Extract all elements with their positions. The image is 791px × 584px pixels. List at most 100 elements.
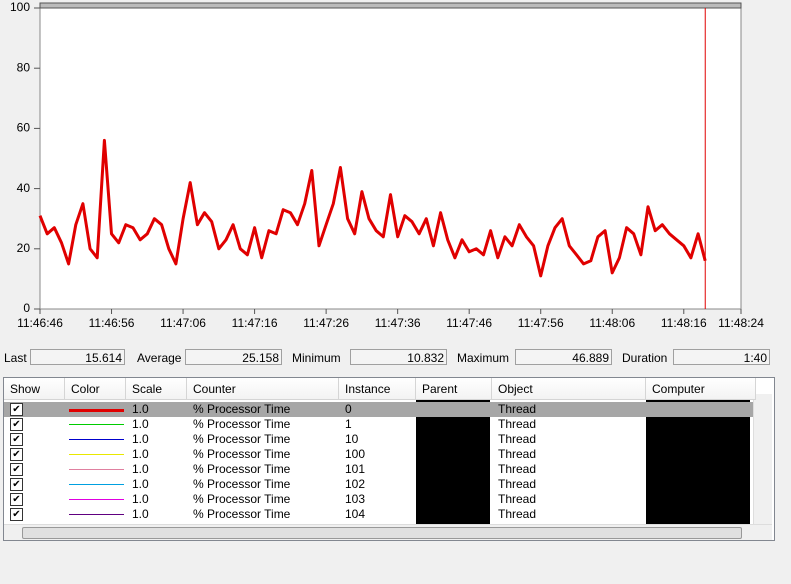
y-tick-label: 100 bbox=[10, 0, 30, 14]
instance: 103 bbox=[345, 492, 366, 506]
time-bar bbox=[39, 2, 742, 9]
column-header[interactable]: Computer bbox=[646, 378, 756, 400]
object: Thread bbox=[498, 477, 537, 491]
stat-value: 25.158 bbox=[185, 349, 282, 365]
object: Thread bbox=[498, 462, 537, 476]
scale: 1.0 bbox=[132, 447, 149, 461]
counter-table: Show Color Scale Counter Instance Parent Objec… bbox=[3, 377, 775, 541]
x-tick-label: 11:48:24 bbox=[718, 316, 764, 330]
counter: % Processor Time bbox=[193, 402, 291, 416]
stat-value: 10.832 bbox=[350, 349, 447, 365]
instance: 10 bbox=[345, 432, 359, 446]
column-header[interactable]: Counter bbox=[187, 378, 339, 400]
x-tick-label: 11:46:46 bbox=[17, 316, 63, 330]
counter-row[interactable]: ✔ 1.0 % Processor Time 102 Thread bbox=[4, 477, 753, 492]
h-scrollbar[interactable] bbox=[4, 524, 772, 540]
scroll-thumb[interactable] bbox=[22, 527, 742, 539]
stat-value: 46.889 bbox=[515, 349, 612, 365]
show-checkbox[interactable]: ✔ bbox=[10, 403, 23, 416]
show-checkbox[interactable]: ✔ bbox=[10, 463, 23, 476]
scale: 1.0 bbox=[132, 417, 149, 431]
show-checkbox[interactable]: ✔ bbox=[10, 493, 23, 506]
counter: % Processor Time bbox=[193, 417, 291, 431]
scale: 1.0 bbox=[132, 492, 149, 506]
y-tick-label: 20 bbox=[17, 241, 31, 255]
stat-label: Minimum bbox=[292, 351, 341, 365]
show-checkbox[interactable]: ✔ bbox=[10, 448, 23, 461]
column-header[interactable]: Object bbox=[492, 378, 646, 400]
column-header[interactable]: Show bbox=[4, 378, 65, 400]
x-tick-label: 11:47:16 bbox=[232, 316, 278, 330]
color-swatch bbox=[69, 424, 124, 425]
graph: 0 20 40 60 80 100 11:46:46 11:46:56 11:47:06 11:4… bbox=[10, 0, 764, 330]
stat-value: 1:40 bbox=[673, 349, 770, 365]
counter-row[interactable]: ✔ 1.0 % Processor Time 103 Thread bbox=[4, 492, 753, 507]
instance: 100 bbox=[345, 447, 366, 461]
show-checkbox[interactable]: ✔ bbox=[10, 433, 23, 446]
counter: % Processor Time bbox=[193, 492, 291, 506]
y-tick-label: 40 bbox=[17, 181, 31, 195]
counter: % Processor Time bbox=[193, 507, 291, 521]
redacted bbox=[416, 400, 490, 524]
counter-row[interactable]: ✔ 1.0 % Processor Time 1 Thread bbox=[4, 417, 753, 432]
x-tick-label: 11:46:56 bbox=[89, 316, 135, 330]
column-header[interactable]: Color bbox=[65, 378, 126, 400]
counter: % Processor Time bbox=[193, 477, 291, 491]
counter: % Processor Time bbox=[193, 432, 291, 446]
y-tick-label: 60 bbox=[17, 121, 31, 135]
column-header[interactable]: Scale bbox=[126, 378, 187, 400]
object: Thread bbox=[498, 492, 537, 506]
object: Thread bbox=[498, 507, 537, 521]
counter: % Processor Time bbox=[193, 447, 291, 461]
show-checkbox[interactable]: ✔ bbox=[10, 508, 23, 521]
scale: 1.0 bbox=[132, 477, 149, 491]
scale: 1.0 bbox=[132, 462, 149, 476]
column-header[interactable]: Parent bbox=[416, 378, 492, 400]
x-tick-label: 11:47:36 bbox=[375, 316, 421, 330]
stat-label: Average bbox=[137, 351, 182, 365]
color-swatch bbox=[69, 514, 124, 515]
counter-row[interactable]: ✔ 1.0 % Processor Time 104 Thread bbox=[4, 507, 753, 522]
x-tick-label: 11:47:56 bbox=[518, 316, 564, 330]
x-tick-label: 11:48:16 bbox=[661, 316, 707, 330]
instance: 104 bbox=[345, 507, 366, 521]
stat-label: Duration bbox=[622, 351, 668, 365]
color-swatch bbox=[69, 454, 124, 455]
column-header[interactable]: Instance bbox=[339, 378, 416, 400]
show-checkbox[interactable]: ✔ bbox=[10, 418, 23, 431]
object: Thread bbox=[498, 417, 537, 431]
stat-label: Last bbox=[4, 351, 27, 365]
instance: 102 bbox=[345, 477, 366, 491]
x-tick-label: 11:48:06 bbox=[589, 316, 635, 330]
plot-area bbox=[39, 3, 742, 310]
x-tick-label: 11:47:26 bbox=[303, 316, 349, 330]
v-scrollbar[interactable] bbox=[753, 394, 772, 524]
counter: % Processor Time bbox=[193, 462, 291, 476]
y-tick-label: 80 bbox=[17, 60, 31, 74]
color-swatch bbox=[69, 409, 124, 412]
object: Thread bbox=[498, 432, 537, 446]
stat-label: Maximum bbox=[457, 351, 510, 365]
instance: 1 bbox=[345, 417, 352, 431]
x-tick-label: 11:47:46 bbox=[446, 316, 492, 330]
instance: 0 bbox=[345, 402, 352, 416]
show-checkbox[interactable]: ✔ bbox=[10, 478, 23, 491]
counter-row[interactable]: ✔ 1.0 % Processor Time 101 Thread bbox=[4, 462, 753, 477]
object: Thread bbox=[498, 402, 537, 416]
instance: 101 bbox=[345, 462, 366, 476]
color-swatch bbox=[69, 469, 124, 470]
x-tick-label: 11:47:06 bbox=[160, 316, 206, 330]
object: Thread bbox=[498, 447, 537, 461]
counter-row[interactable]: ✔ 1.0 % Processor Time 0 Thread bbox=[4, 402, 753, 417]
redacted bbox=[646, 400, 750, 524]
stat-value: 15.614 bbox=[30, 349, 125, 365]
counter-row[interactable]: ✔ 1.0 % Processor Time 10 Thread bbox=[4, 432, 753, 447]
color-swatch bbox=[69, 439, 124, 440]
counter-row[interactable]: ✔ 1.0 % Processor Time 100 Thread bbox=[4, 447, 753, 462]
scale: 1.0 bbox=[132, 507, 149, 521]
y-tick-label: 0 bbox=[23, 301, 30, 315]
color-swatch bbox=[69, 499, 124, 500]
scale: 1.0 bbox=[132, 432, 149, 446]
scale: 1.0 bbox=[132, 402, 149, 416]
